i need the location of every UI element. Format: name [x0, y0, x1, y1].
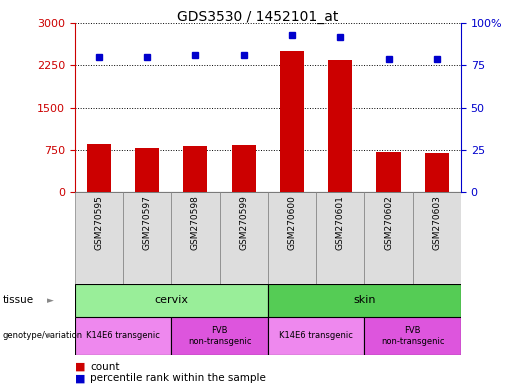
Text: tissue: tissue — [3, 295, 33, 306]
Text: K14E6 transgenic: K14E6 transgenic — [279, 331, 353, 341]
Text: GSM270595: GSM270595 — [94, 195, 104, 250]
Bar — [413, 192, 461, 284]
Bar — [365, 192, 413, 284]
Bar — [328, 60, 352, 192]
Text: GSM270598: GSM270598 — [191, 195, 200, 250]
Bar — [75, 192, 123, 284]
Text: cervix: cervix — [154, 295, 188, 306]
Bar — [268, 317, 365, 355]
Text: ►: ► — [47, 296, 54, 305]
Bar — [219, 192, 268, 284]
Bar — [183, 146, 208, 192]
Text: percentile rank within the sample: percentile rank within the sample — [90, 373, 266, 383]
Bar — [268, 284, 461, 317]
Bar — [75, 317, 171, 355]
Bar — [316, 192, 365, 284]
Text: K14E6 transgenic: K14E6 transgenic — [86, 331, 160, 341]
Text: ■: ■ — [75, 373, 85, 383]
Bar — [280, 51, 304, 192]
Bar — [171, 192, 219, 284]
Bar — [232, 145, 256, 192]
Bar — [135, 147, 159, 192]
Bar — [365, 317, 461, 355]
Bar — [376, 152, 401, 192]
Text: skin: skin — [353, 295, 375, 306]
Text: FVB
non-transgenic: FVB non-transgenic — [381, 326, 444, 346]
Bar — [268, 192, 316, 284]
Text: GSM270599: GSM270599 — [239, 195, 248, 250]
Bar — [123, 192, 171, 284]
Bar — [87, 144, 111, 192]
Text: genotype/variation: genotype/variation — [3, 331, 83, 341]
Text: GSM270601: GSM270601 — [336, 195, 345, 250]
Bar — [75, 284, 268, 317]
Text: ►: ► — [47, 331, 54, 341]
Text: FVB
non-transgenic: FVB non-transgenic — [188, 326, 251, 346]
Text: GSM270603: GSM270603 — [432, 195, 441, 250]
Text: GSM270600: GSM270600 — [287, 195, 297, 250]
Text: GDS3530 / 1452101_at: GDS3530 / 1452101_at — [177, 10, 338, 23]
Text: ■: ■ — [75, 362, 85, 372]
Bar — [171, 317, 268, 355]
Bar — [425, 153, 449, 192]
Text: count: count — [90, 362, 119, 372]
Text: GSM270597: GSM270597 — [143, 195, 151, 250]
Text: GSM270602: GSM270602 — [384, 195, 393, 250]
